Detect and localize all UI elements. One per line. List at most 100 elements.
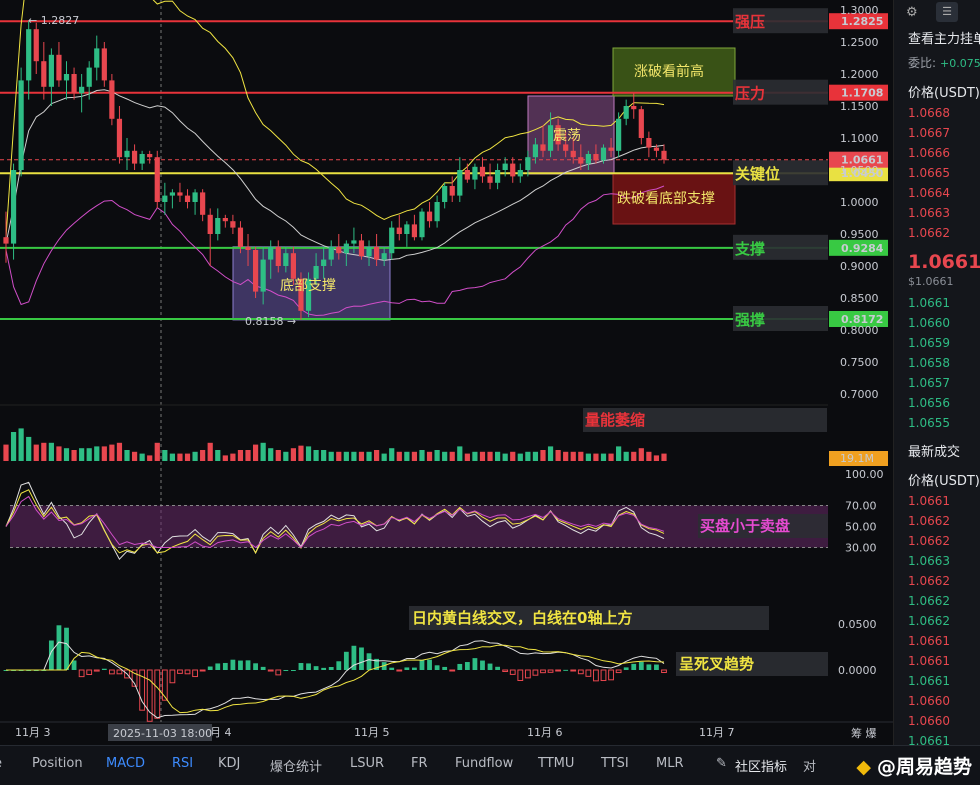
price-row[interactable]: 1.0664 <box>908 186 950 200</box>
price-row[interactable]: 1.0661 <box>908 296 950 310</box>
price-row[interactable]: 1.0662 <box>908 574 950 588</box>
volume-bar <box>563 451 569 461</box>
box-bottom-support <box>232 246 391 321</box>
price-row[interactable]: 1.0661 <box>908 654 950 668</box>
price-row[interactable]: 1.0661 <box>908 734 950 745</box>
macd-note: 日内黄白线交叉，白线在0轴上方 <box>412 609 632 627</box>
macd-note2-bg <box>676 652 828 676</box>
macd-bar <box>267 669 274 672</box>
volume-tag-bg <box>829 451 888 466</box>
volume-bar <box>260 442 266 461</box>
price-tick: 0.8000 <box>840 324 879 337</box>
candle <box>10 170 17 244</box>
price-row[interactable]: 1.0663 <box>908 206 950 220</box>
volume-bar <box>18 428 24 461</box>
price-row[interactable]: 1.0655 <box>908 416 950 430</box>
volume-bar <box>389 448 395 461</box>
volume-bar <box>578 451 584 461</box>
volume-bar <box>638 448 644 461</box>
tab-rsi[interactable]: RSI <box>172 756 194 771</box>
candle <box>192 192 198 202</box>
tab-position[interactable]: Position <box>32 756 83 771</box>
price-row[interactable]: 1.0657 <box>908 376 950 390</box>
edit-icon[interactable]: ✎ <box>716 756 727 771</box>
price-row[interactable]: 1.0660 <box>908 714 950 728</box>
tab-lsur[interactable]: LSUR <box>350 756 385 771</box>
tab-fr[interactable]: FR <box>411 756 428 771</box>
macd-bar <box>351 645 357 670</box>
price-tick: 1.1500 <box>840 100 879 113</box>
macd-bar <box>139 669 146 711</box>
macd-bar <box>222 662 228 670</box>
volume-bar <box>237 450 244 461</box>
price-row[interactable]: 1.0659 <box>908 336 950 350</box>
chart-area[interactable]: 1.3000 1.2500 1.2000 1.1500 1.1000 1.0500 1.00… <box>0 0 893 745</box>
candle <box>547 125 554 151</box>
tab-fundflow[interactable]: Fundflow <box>455 756 514 771</box>
price-row[interactable]: 1.0667 <box>908 126 950 140</box>
price-tick: 1.3000 <box>840 4 879 17</box>
price-row[interactable]: 1.0662 <box>908 534 950 548</box>
tab-kdj[interactable]: KDJ <box>218 756 241 771</box>
price-tick: 1.0000 <box>840 196 879 209</box>
price-header: 价格(USDT) <box>908 86 980 101</box>
price-row[interactable]: 1.0662 <box>908 514 950 528</box>
tab-macd[interactable]: MACD <box>106 756 145 771</box>
price-row[interactable]: 1.0662 <box>908 594 950 608</box>
compare-button[interactable]: 对 <box>803 760 817 775</box>
price-row[interactable]: 1.0660 <box>908 694 950 708</box>
price-row[interactable]: 1.0662 <box>908 614 950 628</box>
macd-bar <box>524 669 531 679</box>
price-row[interactable]: 1.0660 <box>908 316 950 330</box>
rsi-tick: 50.00 <box>845 521 877 534</box>
price-row[interactable]: 1.0661 <box>908 494 950 508</box>
macd-bar <box>343 651 349 670</box>
volume-bar <box>495 451 501 461</box>
volume-bar <box>252 444 259 461</box>
tab-e[interactable]: e <box>0 756 2 771</box>
price-row[interactable]: 1.0656 <box>908 396 950 410</box>
tab-ttsi[interactable]: TTSI <box>601 756 629 771</box>
price-row[interactable]: 1.0661 <box>908 634 950 648</box>
macd-bar <box>593 669 599 682</box>
volume-bar <box>101 446 107 461</box>
calendar-icon[interactable]: ☰ <box>936 2 958 22</box>
settings-icon[interactable]: ⚙ <box>906 4 918 19</box>
candle <box>321 259 327 266</box>
tab-mlr[interactable]: MLR <box>656 756 684 771</box>
price-row[interactable]: 1.0665 <box>908 166 950 180</box>
macd-bar <box>389 667 395 670</box>
tab-ttmu[interactable]: TTMU <box>538 756 575 771</box>
level-price: 1.2825 <box>841 15 883 28</box>
macd-bar <box>161 669 168 701</box>
macd-bar <box>253 663 258 670</box>
volume-bar <box>653 455 660 461</box>
price-row[interactable]: 1.0668 <box>908 106 950 120</box>
candle <box>464 170 470 180</box>
macd-note-bg <box>409 606 769 630</box>
macd-bar <box>396 669 403 672</box>
price-row[interactable]: 1.0663 <box>908 554 950 568</box>
price-row[interactable]: 1.0666 <box>908 146 950 160</box>
volume-bar <box>426 451 433 461</box>
price-tick: 1.1000 <box>840 132 879 145</box>
community-indicators-button[interactable]: 社区指标 <box>735 760 788 775</box>
volume-bar <box>608 453 614 461</box>
price-row[interactable]: 1.0661 <box>908 674 950 688</box>
tab-爆仓统计[interactable]: 爆仓统计 <box>270 760 323 775</box>
volume-bar <box>351 451 357 461</box>
macd-bar <box>419 659 425 670</box>
order-book-panel: ⚙ ☰ 查看主力挂单 委比: +0.075 价格(USDT) 1.0668 1.06… <box>893 0 980 745</box>
price-tick: 0.8500 <box>840 292 879 305</box>
candle <box>33 29 39 62</box>
volume-bar <box>207 442 213 461</box>
macd-bar <box>131 669 138 687</box>
trades-header: 价格(USDT) <box>908 474 980 489</box>
panel-title[interactable]: 查看主力挂单 <box>908 32 980 47</box>
candle <box>169 192 175 196</box>
level-tag-bg <box>733 234 828 260</box>
price-row[interactable]: 1.0662 <box>908 226 950 240</box>
price-row[interactable]: 1.0658 <box>908 356 950 370</box>
candle <box>283 253 289 266</box>
bids-list: 1.0661 1.0660 1.0659 1.0658 1.0657 1.0656 1.06… <box>894 293 980 433</box>
